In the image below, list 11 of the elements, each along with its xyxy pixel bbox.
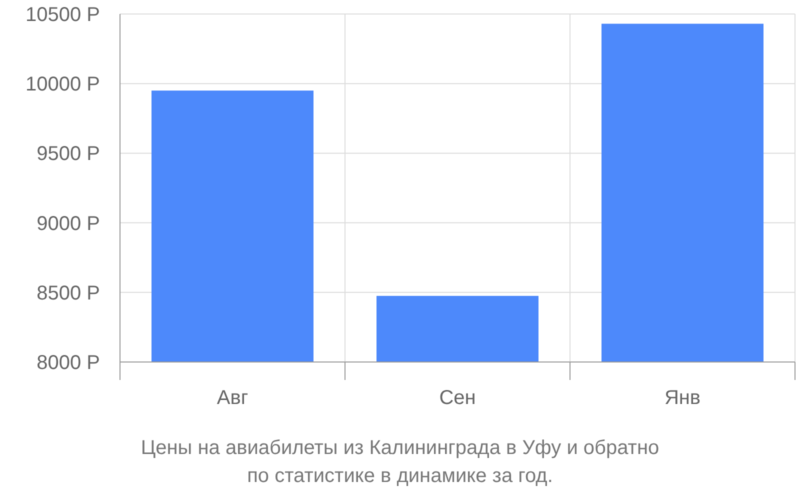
- y-tick-label: 9000 Р: [36, 212, 100, 235]
- text: по статистике в динамике за год.: [247, 465, 553, 487]
- x-tick-label: Янв: [664, 387, 701, 409]
- x-tick-label: Сен: [439, 387, 476, 409]
- y-tick-label: 8500 Р: [36, 282, 100, 304]
- y-tick-label: 9500 Р: [36, 143, 100, 166]
- y-tick-label: 8000 Р: [36, 352, 100, 374]
- text: Цены на авиабилеты из Калининграда в Уфу и обратно: [140, 437, 660, 459]
- y-tick-label: 10500 Р: [25, 4, 100, 26]
- y-tick-label: 10000 Р: [25, 74, 100, 96]
- x-tick-label: Авг: [216, 387, 248, 409]
